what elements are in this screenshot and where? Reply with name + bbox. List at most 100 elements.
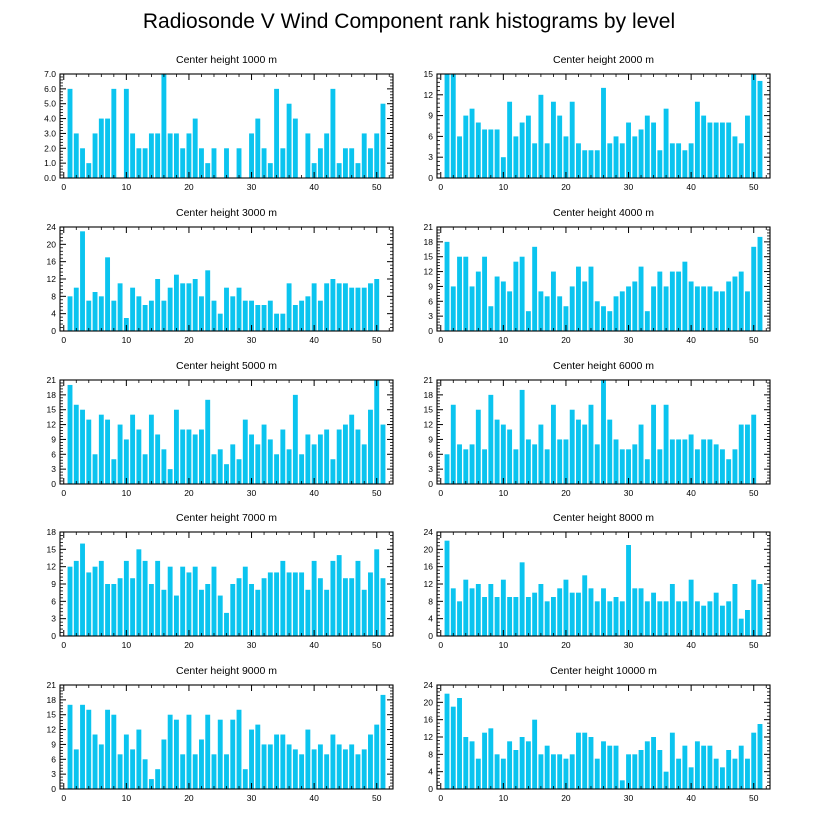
bar [569, 286, 575, 331]
y-tick-label: 16 [424, 562, 434, 572]
x-tick-label: 10 [122, 335, 132, 345]
bar [155, 279, 161, 331]
panel-title: Center height 7000 m [176, 512, 277, 524]
bar [682, 261, 688, 331]
bar [161, 739, 167, 789]
bar [205, 714, 211, 789]
bar [457, 136, 462, 178]
bar [694, 741, 700, 789]
bar [726, 122, 732, 178]
bar [136, 549, 142, 636]
x-tick-label: 10 [499, 793, 509, 803]
x-tick-label: 20 [561, 488, 571, 498]
bar [111, 584, 117, 636]
bar [701, 115, 707, 178]
x-tick-label: 30 [624, 793, 634, 803]
bar [500, 758, 506, 789]
bar [482, 449, 488, 484]
bar [719, 291, 725, 331]
bar [688, 767, 694, 789]
x-tick-label: 50 [749, 335, 759, 345]
bar [507, 597, 513, 636]
y-tick-label: 24 [424, 527, 434, 537]
y-tick-label: 8 [428, 749, 433, 759]
bar [494, 129, 500, 178]
bar [324, 589, 330, 636]
bar [261, 148, 267, 178]
bar [594, 150, 600, 178]
bar [361, 749, 367, 789]
bar [380, 578, 386, 636]
y-tick-label: 6 [51, 754, 56, 764]
bar [192, 754, 198, 789]
chart-panel-2: Center height 2000 m 0 10 20 30 40 50 0 3 6 9 12 15 [424, 54, 771, 192]
x-tick-label: 40 [686, 640, 696, 650]
bar [267, 300, 273, 331]
bar [632, 281, 638, 331]
bar [694, 286, 700, 331]
bar [444, 454, 450, 484]
bar [582, 732, 588, 789]
bar [644, 601, 650, 636]
bar [532, 444, 538, 484]
y-tick-label: 0 [51, 326, 56, 336]
bar [368, 283, 373, 331]
bar [557, 296, 563, 331]
bar [500, 281, 506, 331]
chart-panel-7: Center height 7000 m 0 10 20 30 40 50 0 3 6 9 12 15 1… [47, 512, 394, 650]
bar [180, 754, 186, 789]
bar [594, 758, 600, 789]
chart-panel-5: Center height 5000 m 0 10 20 30 40 50 0 3 6 9 12 15 1… [47, 360, 394, 498]
bar [368, 734, 373, 789]
bar [92, 734, 98, 789]
bar [236, 459, 242, 484]
bar [613, 136, 619, 178]
bar [342, 148, 348, 178]
bar [576, 732, 581, 789]
bar [582, 281, 588, 331]
bar [211, 754, 217, 789]
bar [557, 754, 563, 789]
panel-title: Center height 4000 m [553, 207, 654, 219]
bar [469, 741, 475, 789]
bar [500, 579, 506, 636]
bar [349, 148, 355, 178]
bar [255, 305, 261, 331]
bar [130, 133, 136, 178]
bar [550, 754, 556, 789]
bar [80, 231, 85, 331]
bar [274, 734, 280, 789]
bar [311, 163, 317, 178]
bar [242, 769, 248, 789]
bar [217, 313, 223, 331]
bar [757, 80, 763, 178]
bar [361, 133, 367, 178]
y-tick-label: 6 [428, 449, 433, 459]
x-tick-label: 10 [499, 182, 509, 192]
bar [619, 143, 625, 178]
chart-panel-3: Center height 3000 m 0 10 20 30 40 50 0 4 8 12 16 20… [47, 207, 394, 345]
bar [130, 749, 136, 789]
bar [594, 601, 600, 636]
bar [249, 729, 254, 789]
bar [73, 404, 79, 484]
bar [751, 74, 757, 178]
bar [368, 572, 373, 636]
bar [651, 404, 657, 484]
bar [450, 74, 456, 178]
bar [745, 758, 750, 789]
y-tick-label: 9 [428, 434, 433, 444]
y-tick-label: 12 [424, 420, 434, 430]
x-tick-label: 50 [749, 793, 759, 803]
bar [532, 719, 538, 789]
bar [638, 266, 644, 331]
y-tick-label: 12 [47, 420, 57, 430]
bar [355, 560, 361, 636]
bar [707, 745, 713, 789]
chart-panel-9: Center height 9000 m 0 10 20 30 40 50 0 3 6 9 12 15 1… [47, 665, 394, 803]
bar [594, 301, 600, 331]
bar [255, 118, 261, 178]
bar [67, 704, 73, 789]
bar [475, 758, 481, 789]
bar [148, 414, 154, 484]
